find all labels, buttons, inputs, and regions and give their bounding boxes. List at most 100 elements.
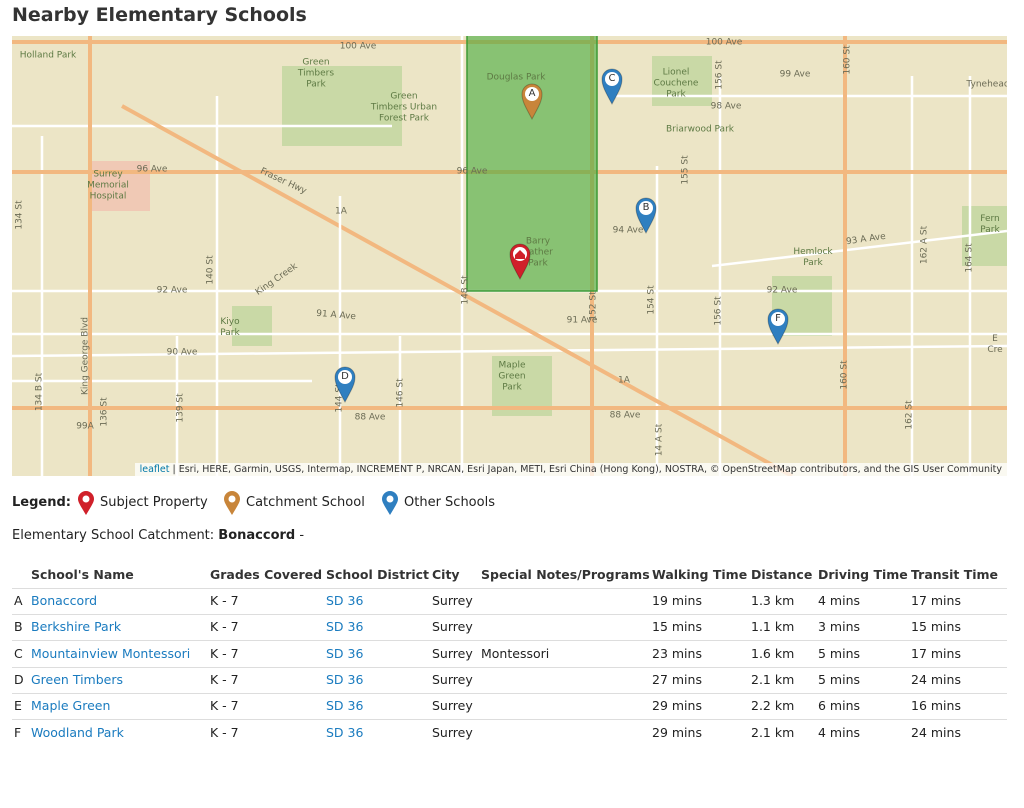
row-letter: B [14,619,23,635]
map-label: 136 St [99,397,110,427]
row-letter: E [14,698,22,714]
map-label: King George Blvd [80,316,91,396]
map-label: 146 St [395,378,406,408]
legend-label: Catchment School [246,495,365,510]
cell-district[interactable]: SD 36 [326,593,364,608]
cell-driving: 5 mins [818,645,861,661]
map-label: 88 Ave [609,410,641,421]
pin-letter[interactable]: A [528,88,536,99]
map-label: Douglas Park [486,72,546,83]
catchment-suffix: - [299,528,305,543]
row-letter: D [14,671,24,687]
column-header: School District [326,567,430,582]
map-label: 155 St [680,155,691,185]
map-label: 14 A St [654,423,665,457]
cell-district[interactable]: SD 36 [326,724,364,740]
map-label: 96 Ave [456,166,488,177]
cell-driving: 6 mins [818,698,861,714]
map-label: Tynehead [966,79,1007,90]
column-header: Driving Time [818,567,908,582]
map-label: 160 St [842,45,853,75]
map-label: 148 St [460,275,471,305]
cell-name[interactable]: Green Timbers [31,671,124,687]
cell-name[interactable]: Bonaccord [31,593,98,608]
school-pin[interactable] [520,82,544,120]
cell-name[interactable]: Maple Green [31,698,111,714]
cell-distance: 2.1 km [751,671,795,687]
attribution: leaflet | Esri, HERE, Garmin, USGS, Inte… [134,463,1007,476]
cell-walking: 29 mins [652,724,702,740]
cell-name[interactable]: Woodland Park [31,724,124,740]
cell-transit: 15 mins [911,619,961,635]
map-label: 156 St [713,296,724,326]
catchment-school: Bonaccord [218,528,296,543]
cell-city: Surrey [432,619,473,635]
cell-grades: K - 7 [210,593,239,608]
attribution-text: | Esri, HERE, Garmin, USGS, Intermap, IN… [172,464,1002,475]
cell-city: Surrey [432,593,473,608]
cell-distance: 2.2 km [751,698,795,714]
column-header: Transit Time [911,567,999,582]
school-pin[interactable] [766,307,790,345]
column-header: Distance [751,567,813,582]
map-label: 162 St [904,400,915,430]
map-label: 96 Ave [136,164,168,175]
cell-distance: 1.6 km [751,645,795,661]
map-label: 91 Ave [566,315,598,326]
separator [12,692,1007,694]
map-label: Barry Sather Park [523,236,553,269]
map-label: 154 St [646,285,657,315]
page-title: Nearby Elementary Schools [12,4,307,26]
map-label: 134 St [14,200,25,230]
school-pin[interactable] [333,365,357,403]
map-label: Briarwood Park [666,124,734,135]
cell-driving: 3 mins [818,619,861,635]
map-label: 164 St [964,243,975,273]
map-label: 100 Ave [339,41,377,52]
legend-icon [78,491,94,515]
cell-distance: 1.1 km [751,619,795,635]
separator [12,640,1007,642]
cell-walking: 15 mins [652,619,702,635]
legend-icon [382,491,398,515]
leaflet-link[interactable]: leaflet [139,464,170,475]
column-header: Special Notes/Programs [481,567,650,582]
map-label: 99A [76,421,94,432]
pin-letter[interactable]: D [341,371,349,382]
school-pin[interactable] [600,67,624,105]
pin-letter[interactable]: B [642,202,650,213]
cell-district[interactable]: SD 36 [326,619,364,635]
cell-name[interactable]: Mountainview Montessori [31,645,191,661]
school-pin[interactable] [634,196,658,234]
cell-transit: 24 mins [911,671,961,687]
cell-district[interactable]: SD 36 [326,698,364,714]
cell-grades: K - 7 [210,619,239,635]
cell-transit: 24 mins [911,724,961,740]
pin-letter[interactable]: F [775,313,781,324]
map-label: 92 Ave [766,285,798,296]
cell-grades: K - 7 [210,698,239,714]
cell-name[interactable]: Berkshire Park [31,619,122,635]
cell-grades: K - 7 [210,645,239,661]
cell-district[interactable]: SD 36 [326,671,364,687]
map-label: 98 Ave [710,101,742,112]
cell-district[interactable]: SD 36 [326,645,364,661]
map-label: 160 St [839,360,850,390]
map[interactable]: leaflet | Esri, HERE, Garmin, USGS, Inte… [12,36,1007,476]
map-label: 140 St [205,255,216,285]
pin-letter[interactable]: C [608,73,616,84]
subject-pin[interactable] [508,242,532,280]
map-label: 100 Ave [705,37,743,48]
map-label: Hemlock Park [793,247,833,268]
map-label: 94 Ave [612,225,644,236]
cell-walking: 23 mins [652,645,702,661]
cell-city: Surrey [432,671,473,687]
separator [12,666,1007,668]
cell-distance: 2.1 km [751,724,795,740]
column-header: School's Name [31,567,134,582]
map-label: Fern Park [980,214,1000,235]
row-letter: F [14,724,22,740]
cell-transit: 17 mins [911,645,961,661]
cell-transit: 16 mins [911,698,961,714]
